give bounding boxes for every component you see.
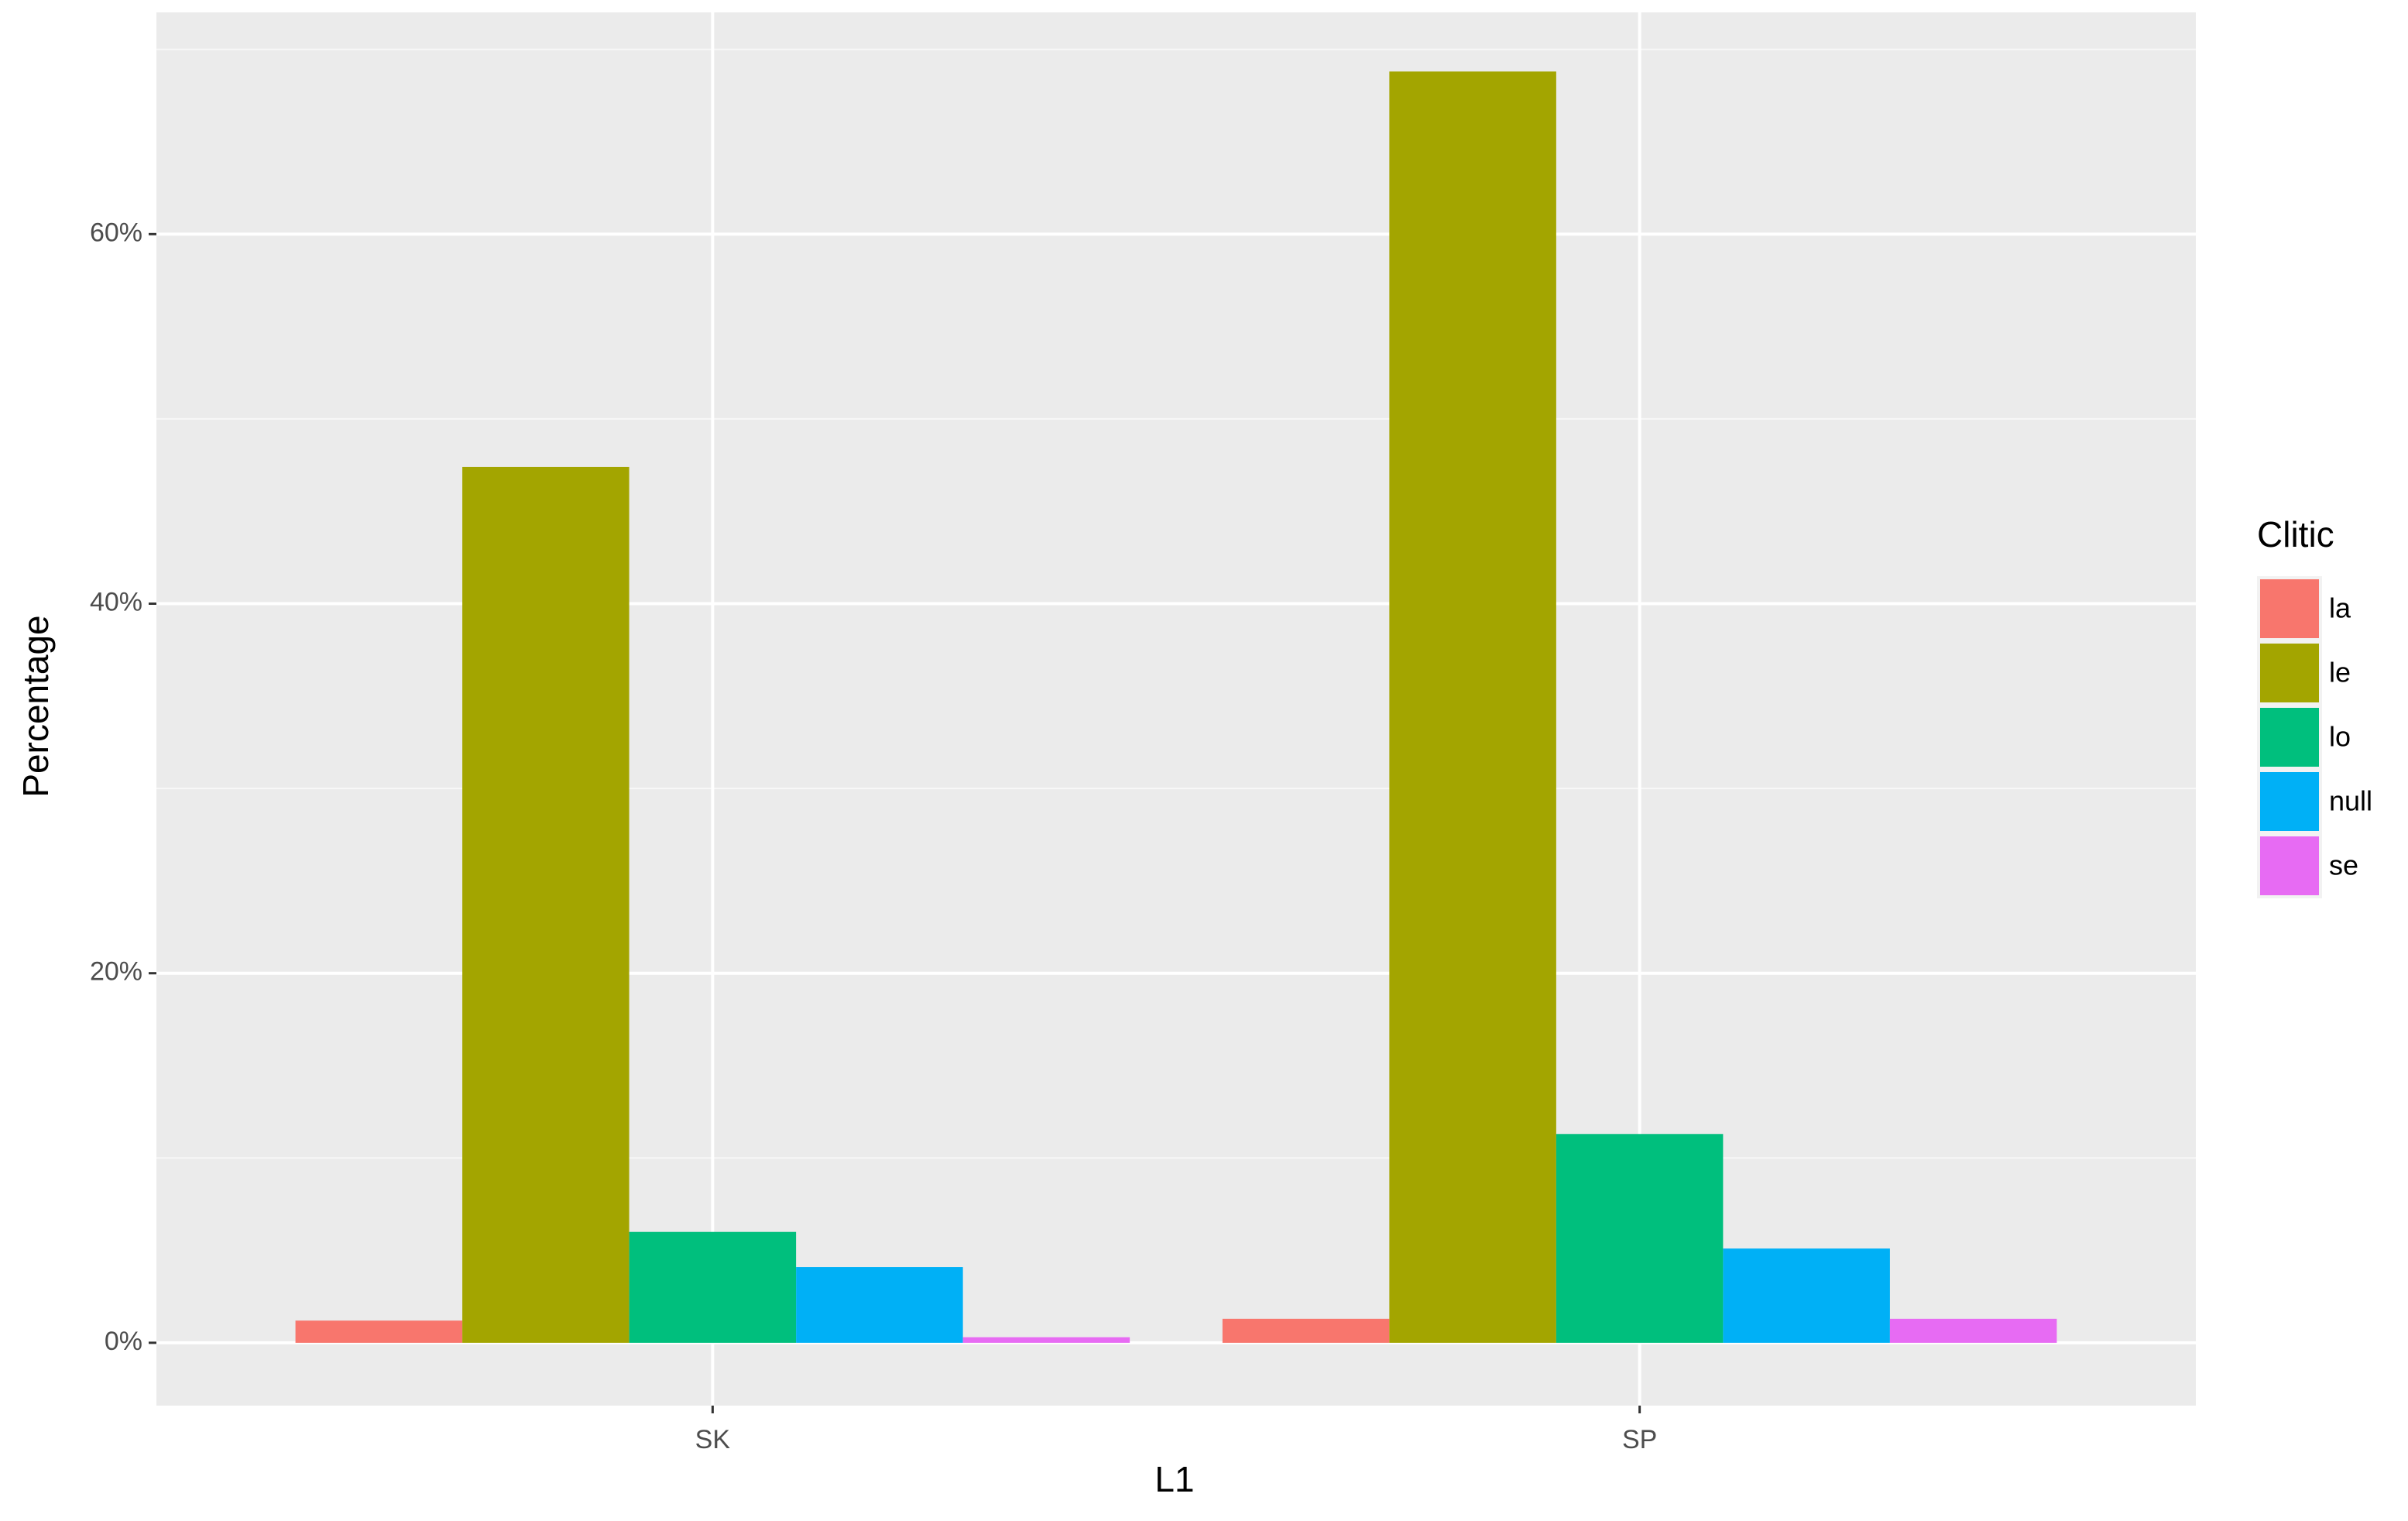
legend-title: Clitic (2257, 514, 2334, 554)
legend-swatch (2260, 836, 2319, 895)
bar (796, 1267, 963, 1343)
legend-swatch (2260, 708, 2319, 767)
bar (1222, 1318, 1390, 1343)
y-tick-label: 0% (105, 1327, 142, 1356)
legend-swatch (2260, 772, 2319, 831)
y-tick-label: 20% (90, 957, 142, 987)
legend-label: se (2329, 850, 2358, 881)
bar (295, 1320, 463, 1343)
bar (1556, 1134, 1724, 1343)
legend-label: la (2329, 592, 2351, 624)
bar (629, 1231, 797, 1343)
x-tick-label: SK (695, 1425, 731, 1454)
x-tick-label: SP (1622, 1425, 1657, 1454)
bar (1889, 1318, 2057, 1343)
legend-label: lo (2329, 721, 2351, 753)
legend-label: le (2329, 657, 2351, 688)
y-tick-label: 40% (90, 587, 142, 616)
y-tick-label: 60% (90, 218, 142, 247)
bar (1389, 71, 1556, 1343)
legend-label: null (2329, 785, 2372, 817)
bar (1723, 1248, 1890, 1343)
y-axis-title: Percentage (15, 615, 56, 797)
x-axis-title: L1 (1154, 1459, 1194, 1499)
bar (462, 466, 629, 1343)
legend-swatch (2260, 644, 2319, 702)
bar (962, 1337, 1130, 1343)
legend-swatch (2260, 579, 2319, 638)
